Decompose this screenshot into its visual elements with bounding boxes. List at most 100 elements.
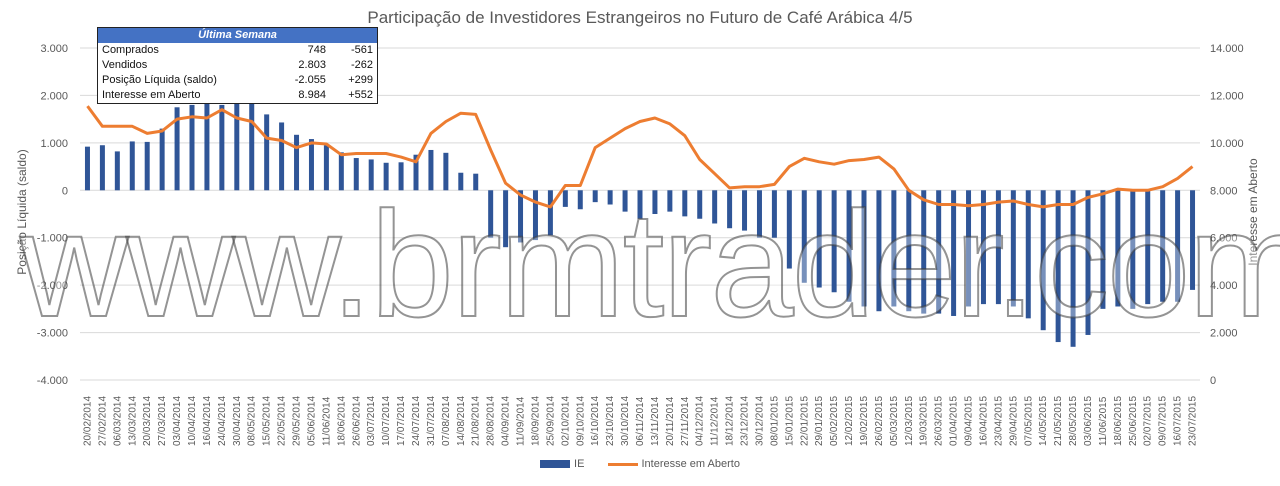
x-tick-label: 09/07/2015 (1158, 396, 1169, 446)
x-tick-label: 16/07/2015 (1173, 396, 1184, 446)
row-label: Vendidos (102, 59, 148, 71)
bar-ie (458, 172, 464, 191)
y-left-tick-label: -1.000 (37, 233, 68, 245)
bar-ie (547, 190, 553, 236)
bar-ie (308, 139, 314, 191)
bar-ie (980, 190, 986, 305)
bar-ie (786, 190, 792, 269)
x-tick-label: 11/12/2014 (710, 396, 721, 446)
x-tick-label: 02/10/2014 (560, 396, 571, 446)
x-tick-label: 20/02/2014 (82, 396, 93, 446)
x-tick-label: 03/06/2015 (1083, 396, 1094, 446)
x-tick-label: 07/08/2014 (441, 396, 452, 446)
x-tick-label: 29/01/2015 (814, 396, 825, 446)
bar-ie (503, 190, 509, 248)
bar-ie (84, 146, 90, 191)
table-row: Interesse em Aberto 8.984 +552 (98, 88, 378, 104)
x-tick-label: 18/09/2014 (530, 396, 541, 446)
bar-ie (1010, 190, 1016, 307)
legend-item-interesse[interactable]: Interesse em Aberto (607, 458, 740, 470)
bar-ie (727, 190, 733, 229)
x-tick-label: 13/03/2014 (127, 396, 138, 446)
bar-ie (189, 104, 195, 191)
right-axis-ticks: 14.000 12.000 10.000 8.000 6.000 4.000 2.000 0 (1210, 43, 1244, 387)
bar-ie (906, 190, 912, 312)
table-row: Posição Líquida (saldo) -2.055 +299 (98, 73, 378, 88)
x-tick-label: 10/07/2014 (381, 396, 392, 446)
x-tick-label: 21/05/2015 (1053, 396, 1064, 446)
bar-ie (1025, 190, 1031, 319)
x-tick-label: 22/01/2015 (799, 396, 810, 446)
x-tick-label: 13/11/2014 (650, 396, 661, 446)
x-tick-label: 26/06/2014 (351, 396, 362, 446)
bar-ie (607, 190, 613, 205)
y-right-tick-label: 12.000 (1210, 90, 1244, 102)
bar-ie (682, 190, 688, 217)
x-tick-label: 20/11/2014 (665, 396, 676, 446)
x-tick-label: 12/03/2015 (904, 396, 915, 446)
x-tick-label: 28/05/2015 (1068, 396, 1079, 446)
row-label: Interesse em Aberto (102, 89, 201, 101)
bar-ie (264, 114, 270, 191)
bar-ie (99, 145, 105, 191)
x-tick-label: 03/04/2014 (172, 396, 183, 446)
bar-ie (443, 152, 449, 191)
bar-ie (413, 154, 419, 191)
bar-ie (966, 190, 972, 307)
x-tick-label: 05/03/2015 (889, 396, 900, 446)
bar-ie (1100, 190, 1106, 309)
bar-ie (174, 107, 180, 191)
bar-ie (234, 102, 240, 191)
row-value: 8.984 (298, 89, 326, 101)
bar-ie (742, 190, 748, 231)
y-right-tick-label: 10.000 (1210, 138, 1244, 150)
bar-ie (338, 152, 344, 191)
x-tick-label: 01/04/2015 (949, 396, 960, 446)
x-tick-label: 14/08/2014 (456, 396, 467, 446)
legend-swatch-line (607, 462, 638, 466)
x-tick-label: 04/12/2014 (695, 396, 706, 446)
row-value: 2.803 (298, 59, 326, 71)
x-tick-label: 20/03/2014 (142, 396, 153, 446)
y-left-tick-label: 1.000 (40, 138, 68, 150)
x-tick-label: 31/07/2014 (426, 396, 437, 446)
bar-ie (279, 122, 285, 191)
bar-ie (1145, 190, 1151, 305)
bar-ie (1115, 190, 1121, 307)
y-left-tick-label: 0 (62, 185, 68, 197)
bar-ie (577, 190, 583, 210)
bar-ie (667, 190, 673, 212)
bar-ie (383, 162, 389, 191)
row-change: -561 (350, 44, 373, 56)
bar-ie (816, 190, 822, 288)
row-value: -2.055 (294, 74, 326, 86)
x-tick-label: 16/04/2014 (202, 396, 213, 446)
bar-ie (114, 151, 120, 191)
bar-ie (592, 190, 598, 203)
bar-ie (249, 103, 255, 191)
x-tick-label: 05/02/2015 (829, 396, 840, 446)
bar-ie (428, 149, 434, 191)
summary-table: Última Semana Comprados 748 -561 Vendido… (97, 27, 378, 104)
bar-ie (771, 190, 777, 238)
y-right-tick-label: 4.000 (1210, 280, 1238, 292)
x-tick-label: 16/04/2015 (978, 396, 989, 446)
x-tick-label: 11/09/2014 (516, 396, 527, 446)
y-right-tick-label: 6.000 (1210, 233, 1238, 245)
legend-label-interesse: Interesse em Aberto (641, 458, 740, 470)
table-row: Vendidos 2.803 -262 (98, 58, 378, 73)
legend-item-ie[interactable]: IE (540, 458, 584, 470)
y-right-tick-label: 2.000 (1210, 328, 1238, 340)
x-tick-label: 30/12/2014 (754, 396, 765, 446)
bar-ie (144, 141, 150, 191)
x-tick-label: 08/01/2015 (769, 396, 780, 446)
bar-ie (756, 190, 762, 238)
table-row: Comprados 748 -561 (98, 43, 378, 58)
x-tick-label: 25/09/2014 (545, 396, 556, 446)
x-tick-label: 15/01/2015 (784, 396, 795, 446)
legend-swatch-bar (540, 460, 571, 469)
x-tick-label: 19/02/2015 (859, 396, 870, 446)
bar-ie (801, 190, 807, 283)
x-tick-label: 09/10/2014 (575, 396, 586, 446)
y-right-tick-label: 0 (1210, 375, 1216, 387)
